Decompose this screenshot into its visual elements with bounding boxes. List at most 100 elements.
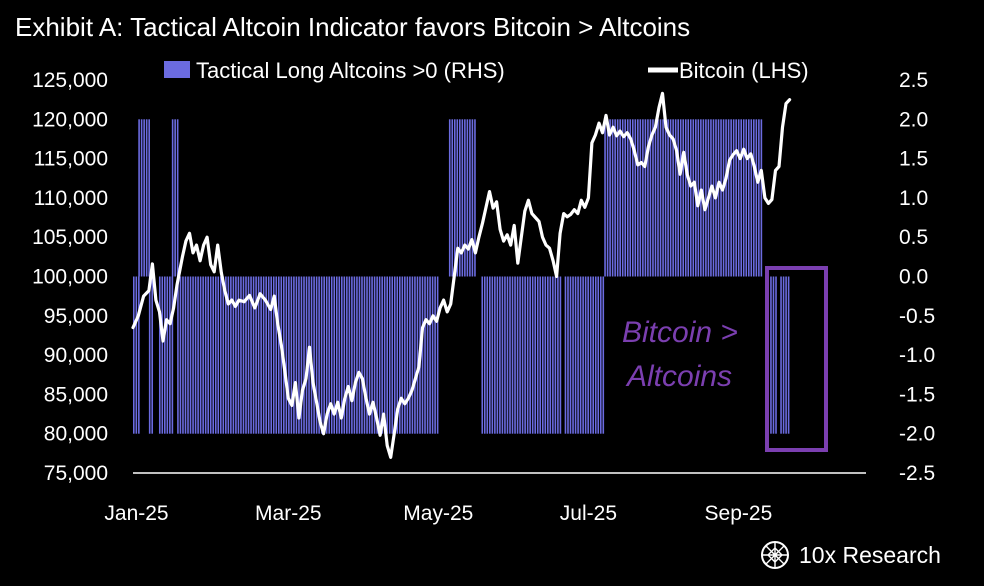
indicator-bar [361,276,363,434]
indicator-bar [705,119,707,277]
indicator-bar [775,276,777,434]
indicator-bar [649,119,652,277]
indicator-bar [143,119,145,277]
indicator-bar [270,276,273,434]
indicator-bar [421,276,424,434]
indicator-bar [544,276,547,434]
indicator-bar [335,276,338,434]
x-tick-label: Mar-25 [255,502,322,525]
indicator-bar [539,276,542,434]
indicator-bar [637,119,639,277]
indicator-bar [772,276,775,434]
indicator-bar [358,276,361,434]
chart-title: Exhibit A: Tactical Altcoin Indicator fa… [15,12,690,42]
indicator-bar [225,276,227,434]
y-left-tick-label: 100,000 [32,266,108,289]
indicator-bar [602,276,605,434]
indicator-bar [471,119,474,277]
indicator-bar [611,119,614,277]
indicator-bar [481,276,484,434]
indicator-bar [303,276,305,434]
indicator-bar [204,276,207,434]
indicator-bar [659,119,662,277]
y-right-tick-label: 0.5 [899,226,928,249]
annotation-line2: Altcoins [625,360,732,393]
indicator-bar [730,119,732,277]
indicator-bar [584,276,587,434]
indicator-bar [330,276,333,434]
indicator-bar [356,276,358,434]
indicator-bar [166,276,169,434]
y-left-tick-label: 115,000 [34,148,108,171]
indicator-bar [406,276,409,434]
indicator-bar [747,119,750,277]
indicator-bar [288,276,290,434]
indicator-bar [750,119,753,277]
indicator-bar [164,276,166,434]
indicator-bar [453,119,456,277]
indicator-bar [466,119,469,277]
indicator-bar [674,119,677,277]
indicator-bar [351,276,353,434]
indicator-bar [409,276,411,434]
indicator-bar [782,276,785,434]
indicator-bar [197,276,199,434]
legend-bars-label: Tactical Long Altcoins >0 (RHS) [196,58,505,83]
indicator-bar [755,119,758,277]
indicator-bar [491,276,494,434]
indicator-bar [353,276,356,434]
indicator-bar [549,276,552,434]
indicator-bar [564,276,567,434]
indicator-bar [597,276,600,434]
indicator-bar [489,276,491,434]
indicator-bar [391,276,394,434]
indicator-bar [526,276,529,434]
indicator-bar [192,276,194,434]
indicator-bar [780,276,782,434]
indicator-bar [557,276,559,434]
indicator-bar [662,119,664,277]
indicator-bar [298,276,300,434]
indicator-bar [341,276,343,434]
y-right-tick-label: -0.5 [899,305,935,328]
indicator-bar [240,276,242,434]
indicator-bar [742,119,745,277]
brand: 10x Research [761,541,941,569]
indicator-bar [416,276,419,434]
indicator-bar [222,276,225,434]
indicator-bar [300,276,303,434]
indicator-bar [609,119,611,277]
indicator-bar [639,119,642,277]
indicator-bar [459,119,461,277]
y-right-tick-label: -1.5 [899,383,935,406]
y-axis-right: 2.5 2.0 1.5 1.0 0.5 0.0 -0.5 -1.0 -1.5 -2.0 -2.5 [899,69,935,485]
y-right-tick-label: 1.0 [899,187,928,210]
indicator-bar [230,276,232,434]
indicator-bar [574,276,577,434]
indicator-bar [257,276,260,434]
indicator-bar [567,276,569,434]
y-right-tick-label: 0.0 [899,266,928,289]
indicator-bar [501,276,504,434]
indicator-bar [217,276,220,434]
indicator-bar [735,119,737,277]
indicator-bar [411,276,414,434]
indicator-bar [333,276,336,434]
indicator-bar [592,276,594,434]
indicator-bar [631,119,634,277]
indicator-bar [366,276,368,434]
y-right-tick-label: 1.5 [899,148,928,171]
indicator-bar [245,276,247,434]
indicator-bar [275,276,278,434]
indicator-bar [587,276,589,434]
indicator-bar [753,119,755,277]
indicator-bar [388,276,391,434]
indicator-bar [404,276,406,434]
indicator-bar [469,119,471,277]
indicator-bar [434,276,436,434]
indicator-bar [338,276,341,434]
indicator-bar [644,119,647,277]
y-left-tick-label: 120,000 [32,108,108,131]
indicator-bar [541,276,544,434]
